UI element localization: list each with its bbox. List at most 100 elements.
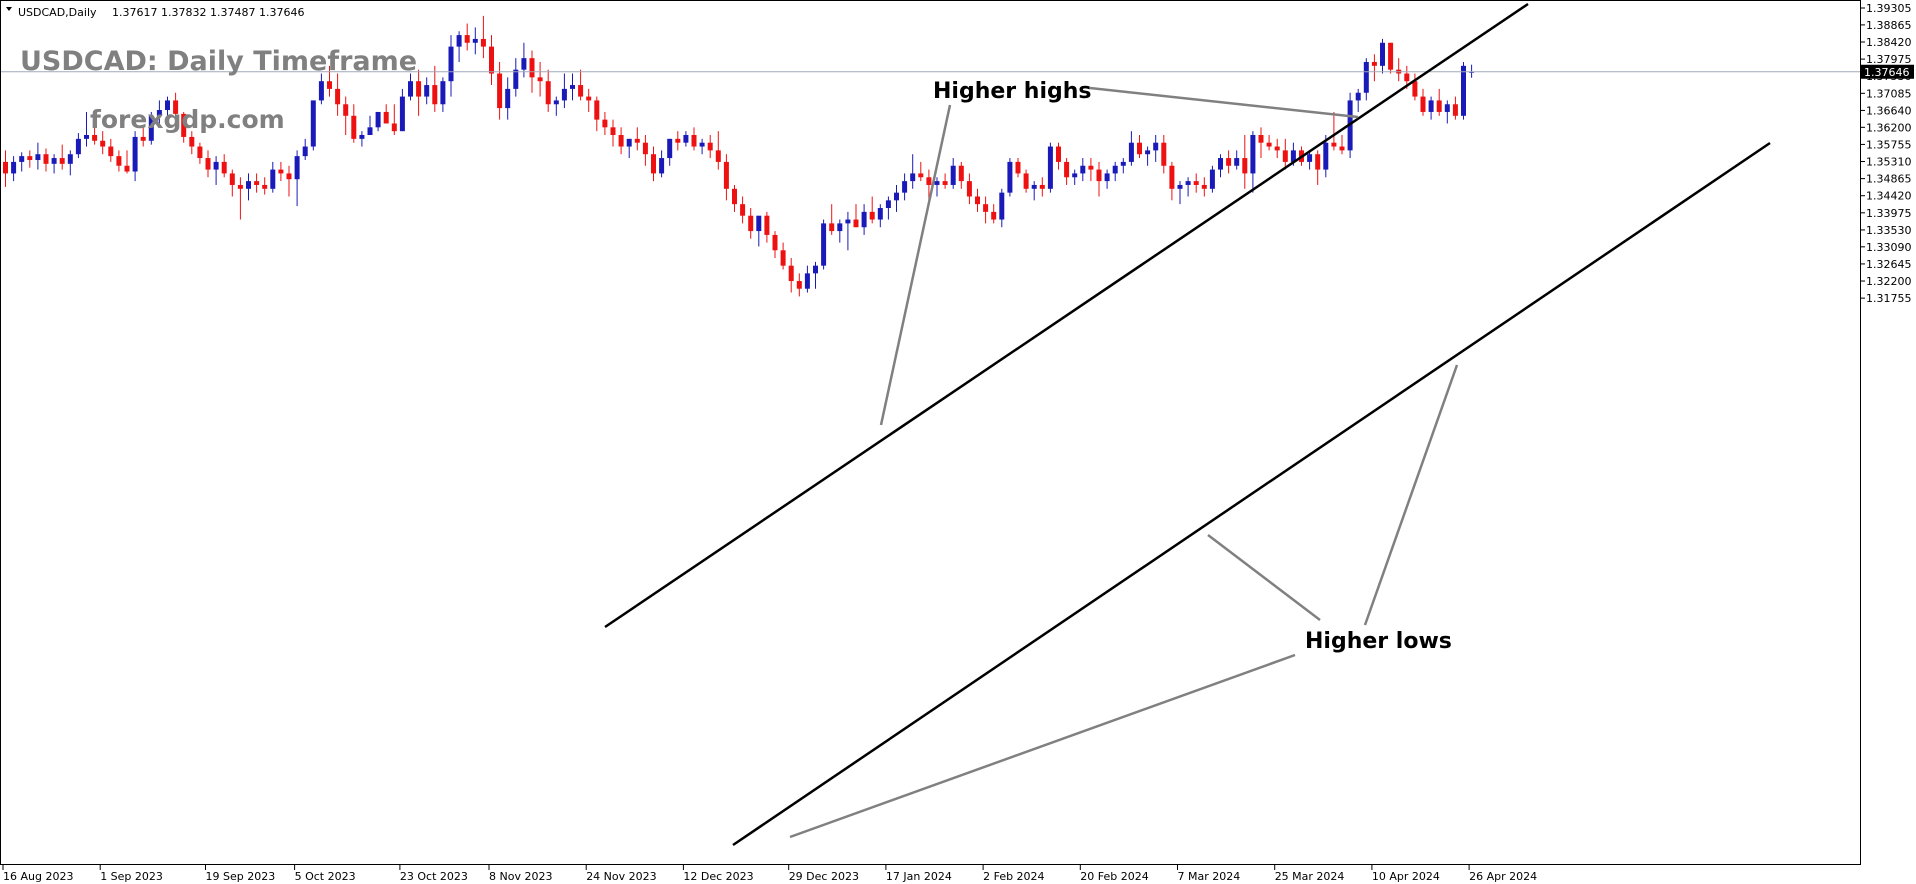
candle-body bbox=[764, 215, 770, 235]
y-tick-label: 1.32645 bbox=[1866, 258, 1912, 271]
candle bbox=[715, 131, 721, 170]
candle-body bbox=[659, 158, 665, 174]
candle-body bbox=[837, 223, 843, 232]
candle bbox=[359, 131, 365, 147]
candle bbox=[11, 156, 17, 182]
candle bbox=[221, 154, 227, 178]
candle-body bbox=[1007, 161, 1013, 193]
candle bbox=[610, 119, 616, 147]
candle-body bbox=[432, 85, 438, 105]
candle bbox=[1193, 173, 1199, 193]
candle bbox=[489, 35, 494, 86]
candle-body bbox=[707, 142, 713, 151]
candle-body bbox=[1161, 142, 1167, 166]
candle-body bbox=[416, 81, 422, 97]
candle-body bbox=[845, 219, 851, 224]
y-tick-label: 1.32200 bbox=[1866, 275, 1912, 288]
candle bbox=[1031, 181, 1037, 201]
candle-body bbox=[618, 135, 624, 147]
watermark-site: forexgdp.com bbox=[90, 105, 285, 134]
candle-body bbox=[383, 111, 389, 124]
candle-body bbox=[1436, 100, 1442, 112]
annotation-higher-lows: Higher lows bbox=[1305, 629, 1452, 654]
candle-body bbox=[189, 136, 195, 147]
candle-body bbox=[489, 46, 494, 74]
candle-body bbox=[221, 161, 227, 174]
candle-body bbox=[456, 35, 462, 47]
candle-body bbox=[1428, 100, 1434, 112]
candle-body bbox=[3, 161, 8, 174]
candle-body bbox=[642, 142, 648, 155]
candle bbox=[148, 111, 154, 145]
candle-body bbox=[237, 184, 243, 189]
candle-body bbox=[1153, 142, 1159, 151]
candle bbox=[1380, 38, 1385, 74]
candle bbox=[100, 131, 106, 155]
candle-body bbox=[472, 38, 478, 43]
candle bbox=[181, 111, 187, 143]
candle bbox=[35, 142, 41, 170]
candle bbox=[1201, 177, 1207, 197]
candle-body bbox=[869, 211, 875, 220]
candle-body bbox=[480, 38, 486, 47]
x-tick-label: 23 Oct 2023 bbox=[400, 870, 468, 883]
x-tick-label: 25 Mar 2024 bbox=[1275, 870, 1345, 883]
candle-body bbox=[302, 146, 308, 157]
ohlc-values: 1.37617 1.37832 1.37487 1.37646 bbox=[112, 6, 304, 19]
candle-body bbox=[181, 113, 187, 137]
candle bbox=[1371, 54, 1377, 82]
candle-body bbox=[723, 161, 729, 189]
candle-body bbox=[910, 173, 916, 182]
y-tick-label: 1.35755 bbox=[1866, 138, 1912, 151]
candle bbox=[59, 144, 65, 170]
y-axis: 1.393051.388651.384201.379751.375301.370… bbox=[1860, 2, 1912, 305]
candle-body bbox=[545, 81, 551, 105]
candle bbox=[1145, 146, 1151, 166]
y-tick-label: 1.36200 bbox=[1866, 121, 1912, 134]
candle-body bbox=[140, 136, 146, 141]
candle bbox=[408, 73, 413, 101]
candle-body bbox=[229, 173, 235, 185]
candle-body bbox=[1047, 146, 1053, 189]
candle-body bbox=[197, 146, 203, 159]
candle-body bbox=[748, 215, 754, 232]
y-tick-label: 1.33090 bbox=[1866, 241, 1912, 254]
candle-body bbox=[92, 135, 98, 141]
candle bbox=[740, 196, 746, 224]
candle bbox=[472, 27, 478, 55]
candle bbox=[237, 177, 243, 220]
candle bbox=[1120, 158, 1126, 174]
candle bbox=[1412, 73, 1418, 101]
x-tick-label: 19 Sep 2023 bbox=[206, 870, 276, 883]
candle bbox=[1112, 161, 1118, 182]
candle-body bbox=[966, 181, 972, 197]
candle-body bbox=[740, 204, 746, 216]
candle-body bbox=[877, 208, 883, 220]
candle bbox=[189, 131, 195, 155]
y-tick-label: 1.34865 bbox=[1866, 173, 1912, 186]
candle bbox=[1047, 142, 1053, 193]
x-tick-label: 2 Feb 2024 bbox=[983, 870, 1044, 883]
menu-arrow-icon[interactable] bbox=[6, 7, 12, 11]
candle-body bbox=[335, 88, 341, 105]
candle bbox=[926, 169, 932, 201]
candle bbox=[140, 127, 146, 147]
candle bbox=[796, 273, 802, 297]
candle-body bbox=[675, 138, 681, 143]
candle-body bbox=[561, 88, 567, 101]
candle-body bbox=[788, 265, 794, 282]
candle bbox=[537, 61, 543, 97]
pointer-higher-low-2 bbox=[1207, 534, 1321, 621]
candle-body bbox=[1331, 142, 1337, 147]
candle-body bbox=[213, 161, 219, 170]
candle bbox=[1072, 169, 1078, 185]
candle bbox=[213, 156, 219, 185]
candle-body bbox=[165, 100, 170, 111]
candle bbox=[764, 211, 770, 243]
candle bbox=[626, 138, 632, 159]
candle-body bbox=[132, 136, 138, 172]
candle bbox=[918, 161, 924, 182]
candle-body bbox=[1064, 161, 1070, 178]
x-tick-label: 17 Jan 2024 bbox=[886, 870, 952, 883]
